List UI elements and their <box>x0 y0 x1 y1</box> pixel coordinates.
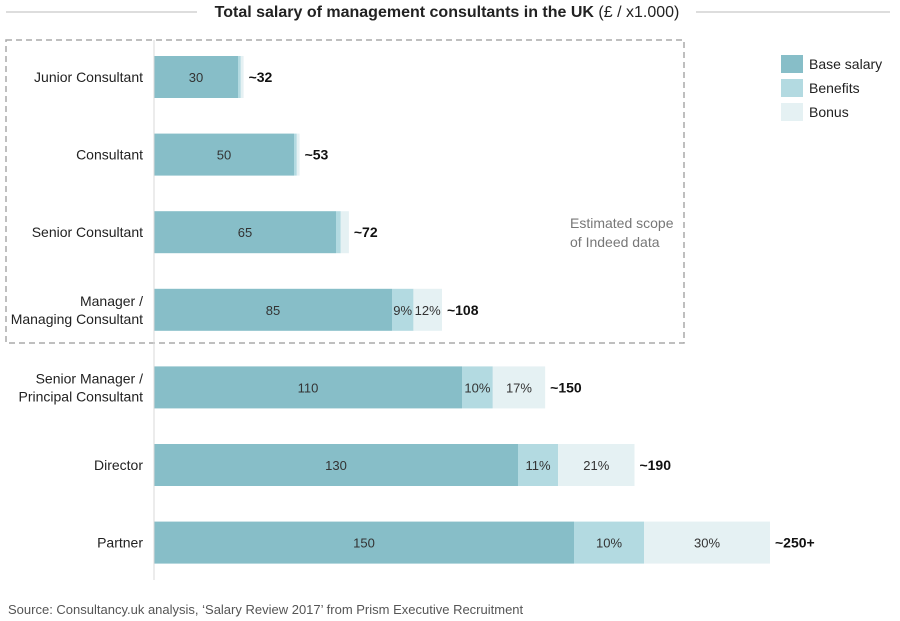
total-value-label: ~150 <box>550 379 582 395</box>
legend-swatch <box>781 79 803 97</box>
segment-value-label: 11% <box>525 458 550 473</box>
legend-label: Bonus <box>809 104 849 120</box>
legend-swatch <box>781 55 803 73</box>
legend: Base salary Benefits Bonus <box>781 55 882 121</box>
category-label: Consultant <box>76 147 143 163</box>
segment-value-label: 12% <box>415 303 441 318</box>
chart-title: Total salary of management consultants i… <box>6 4 890 21</box>
category-label: Director <box>94 457 143 473</box>
annotation-line: of Indeed data <box>570 234 660 250</box>
bar-segment-bonus <box>413 288 442 331</box>
bar-segment-benefits <box>238 56 241 98</box>
total-value-label: ~190 <box>639 457 671 473</box>
segment-value-label: 21% <box>583 458 609 473</box>
legend-swatch <box>781 103 803 121</box>
bar-segment-bonus <box>644 521 770 564</box>
scope-annotation-box <box>5 39 685 344</box>
category-label-line: Partner <box>97 535 143 551</box>
scope-annotation-text: Estimated scope of Indeed data <box>570 215 674 250</box>
bar-segment-base-salary <box>154 133 294 176</box>
bar-segment-benefits <box>518 444 559 486</box>
category-label: Manager / Managing Consultant <box>11 293 143 327</box>
bar-segment-base-salary <box>154 521 574 564</box>
category-label-line: Manager / <box>80 293 143 309</box>
bar-segment-benefits <box>294 133 297 176</box>
category-label-line: Managing Consultant <box>11 311 143 327</box>
category-label-line: Consultant <box>76 147 143 163</box>
chart-title-unit: (£ / x1.000) <box>598 4 679 21</box>
segment-value-label: 9% <box>393 303 412 318</box>
segment-value-label: 30% <box>694 536 720 551</box>
segment-value-label: 85 <box>266 303 280 318</box>
total-value-label: ~108 <box>447 302 479 318</box>
bar-segment-bonus <box>240 56 244 98</box>
bar-segment-bonus <box>296 133 300 176</box>
bar-area: Junior Consultant 30 ~32 Consultant 50 ~53 Sen… <box>11 56 815 564</box>
segment-value-label: 150 <box>353 536 375 551</box>
total-value-label: ~72 <box>354 224 378 240</box>
segment-value-label: 30 <box>189 70 203 85</box>
bar-segment-bonus <box>492 366 546 409</box>
total-value-label: ~250+ <box>775 535 815 551</box>
segment-value-label: 130 <box>325 458 347 473</box>
bar-segment-bonus <box>558 444 635 486</box>
annotation-line: Estimated scope <box>570 215 674 231</box>
total-value-label: ~32 <box>249 69 273 85</box>
category-label: Senior Manager / Principal Consultant <box>18 370 143 404</box>
bar-segment-benefits <box>462 366 493 409</box>
segment-value-label: 50 <box>217 148 231 163</box>
legend-label: Base salary <box>809 56 882 72</box>
bar-segment-base-salary <box>154 288 392 331</box>
bar-segment-base-salary <box>154 56 238 98</box>
bar-segment-base-salary <box>154 444 518 486</box>
chart-title-text: Total salary of management consultants i… <box>215 4 680 21</box>
source-note: Source: Consultancy.uk analysis, ‘Salary… <box>8 602 524 617</box>
category-label-line: Principal Consultant <box>18 388 143 404</box>
category-label-line: Junior Consultant <box>34 69 143 85</box>
category-label: Partner <box>97 535 143 551</box>
total-value-label: ~53 <box>305 147 329 163</box>
bar-segment-bonus <box>340 211 349 254</box>
segment-value-label: 110 <box>298 380 319 395</box>
segment-value-label: 17% <box>506 380 532 395</box>
bar-segment-benefits <box>574 521 644 564</box>
segment-value-label: 10% <box>464 380 490 395</box>
bar-segment-base-salary <box>154 366 462 409</box>
bar-segment-benefits <box>336 211 341 254</box>
category-label: Junior Consultant <box>34 69 143 85</box>
bar-segment-base-salary <box>154 211 336 254</box>
segment-value-label: 10% <box>596 536 622 551</box>
legend-label: Benefits <box>809 80 860 96</box>
chart-title-main: Total salary of management consultants i… <box>215 4 595 21</box>
segment-value-label: 65 <box>238 225 252 240</box>
category-label-line: Director <box>94 457 143 473</box>
category-label-line: Senior Manager / <box>36 370 144 386</box>
category-label-line: Senior Consultant <box>32 224 143 240</box>
category-label: Senior Consultant <box>32 224 143 240</box>
bar-segment-benefits <box>392 288 414 331</box>
